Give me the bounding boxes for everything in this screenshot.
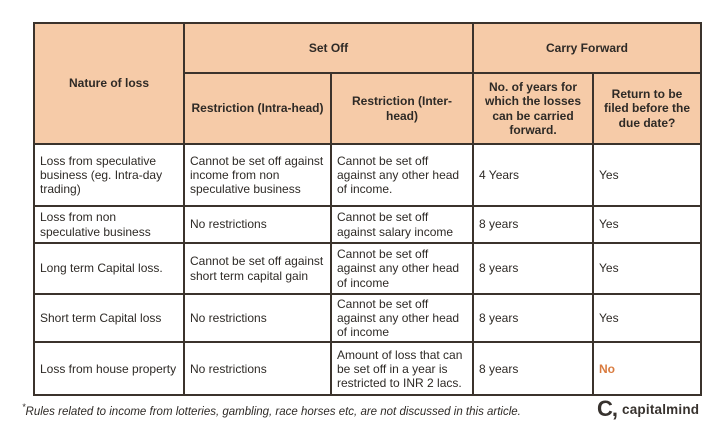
header-return-due: Return to be filed before the due date? bbox=[592, 72, 702, 145]
capitalmind-logo: C, capitalmind bbox=[597, 398, 699, 420]
cell-inter: Amount of loss that can be set off in a … bbox=[330, 341, 474, 397]
cell-nature: Short term Capital loss bbox=[33, 292, 185, 344]
cell-inter: Cannot be set off against any other head… bbox=[330, 143, 474, 207]
header-row-sub: Restriction (Intra-head) Restriction (In… bbox=[34, 72, 702, 145]
header-nature-of-loss: Nature of loss bbox=[33, 22, 185, 145]
header-row-groups: Nature of loss Set Off Carry Forward bbox=[33, 22, 702, 145]
cell-intra: No restrictions bbox=[183, 292, 332, 344]
table-row: Short term Capital loss No restrictions … bbox=[33, 292, 702, 344]
cell-intra: No restrictions bbox=[183, 205, 332, 244]
cell-intra: Cannot be set off against income from no… bbox=[183, 143, 332, 207]
header-carry-forward: Carry Forward bbox=[472, 22, 702, 74]
cell-return: Yes bbox=[592, 143, 702, 207]
table-row: Long term Capital loss. Cannot be set of… bbox=[33, 242, 702, 295]
cell-return: Yes bbox=[592, 292, 702, 344]
cell-inter: Cannot be set off against any other head… bbox=[330, 292, 474, 344]
footnote: *Rules related to income from lotteries,… bbox=[22, 402, 521, 418]
cell-nature: Loss from house property bbox=[33, 341, 185, 397]
cell-years: 8 years bbox=[472, 242, 594, 295]
cell-return: Yes bbox=[592, 242, 702, 295]
cell-years: 8 years bbox=[472, 205, 594, 244]
cell-nature: Loss from non speculative business bbox=[33, 205, 185, 244]
cell-return-no: No bbox=[592, 341, 702, 397]
cell-years: 4 Years bbox=[472, 143, 594, 207]
cell-intra: No restrictions bbox=[183, 341, 332, 397]
table-row: Loss from non speculative business No re… bbox=[33, 205, 702, 244]
cell-years: 8 years bbox=[472, 292, 594, 344]
header-restriction-intra: Restriction (Intra-head) bbox=[183, 72, 332, 145]
capitalmind-wordmark: capitalmind bbox=[622, 401, 700, 417]
header-restriction-inter: Restriction (Inter-head) bbox=[330, 72, 474, 145]
cell-years: 8 years bbox=[472, 341, 594, 397]
loss-set-off-table: Nature of loss Set Off Carry Forward Res… bbox=[33, 22, 702, 397]
cell-inter: Cannot be set off against any other head… bbox=[330, 242, 474, 295]
cell-return: Yes bbox=[592, 205, 702, 244]
header-set-off: Set Off bbox=[183, 22, 474, 74]
cell-intra: Cannot be set off against short term cap… bbox=[183, 242, 332, 295]
footnote-asterisk: * bbox=[22, 402, 26, 412]
table-row: Loss from speculative business (eg. Intr… bbox=[33, 143, 702, 207]
footnote-text: Rules related to income from lotteries, … bbox=[25, 405, 521, 418]
table-row: Loss from house property No restrictions… bbox=[33, 341, 702, 397]
cell-nature: Loss from speculative business (eg. Intr… bbox=[33, 143, 185, 207]
header-carry-years: No. of years for which the losses can be… bbox=[472, 72, 594, 145]
cell-inter: Cannot be set off against salary income bbox=[330, 205, 474, 244]
cell-nature: Long term Capital loss. bbox=[33, 242, 185, 295]
capitalmind-logo-icon: C, bbox=[597, 396, 618, 421]
